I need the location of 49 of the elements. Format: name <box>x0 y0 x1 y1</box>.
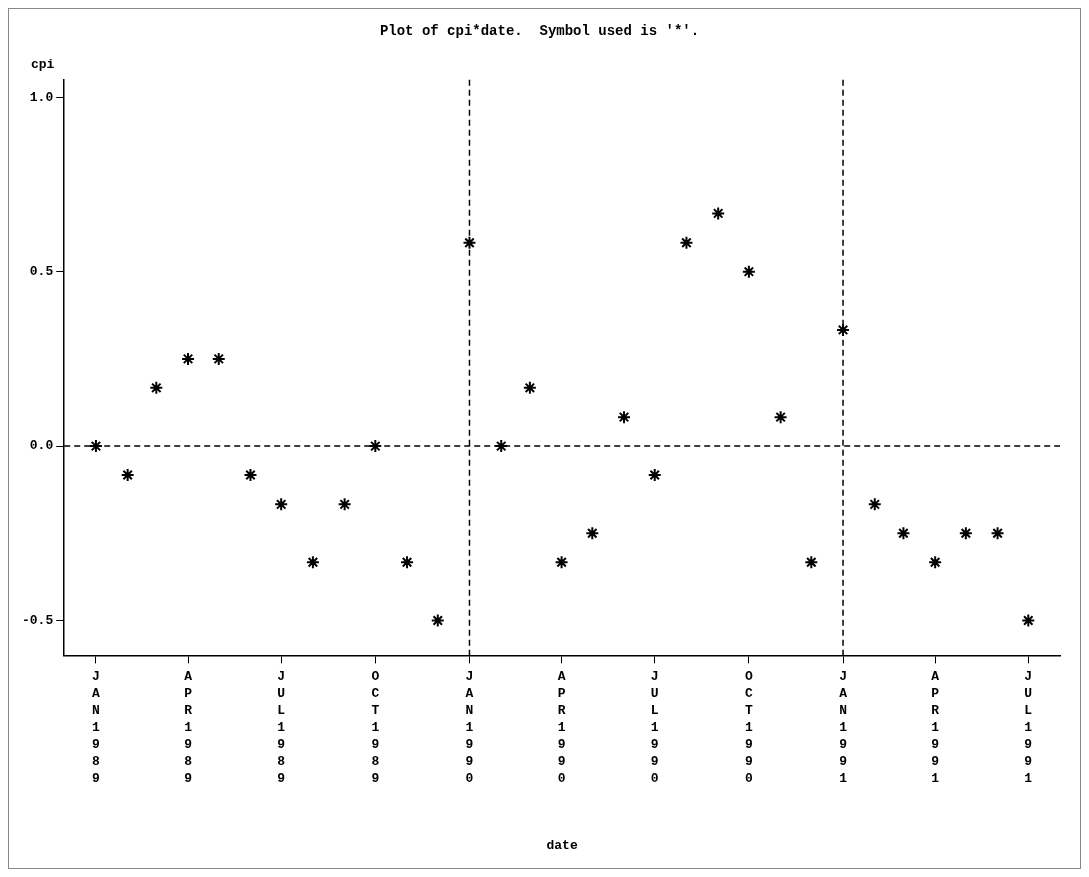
point <box>243 468 258 483</box>
x-tick-label: APR1991 <box>927 669 943 789</box>
y-tick-label: 0.5 <box>29 263 54 279</box>
point <box>1021 613 1036 628</box>
x-tick-label: APR1989 <box>180 669 196 789</box>
point <box>679 235 694 250</box>
point <box>928 555 943 570</box>
x-tick-label: OCT1990 <box>741 669 757 789</box>
point <box>462 235 477 250</box>
point <box>647 468 662 483</box>
point <box>522 380 537 395</box>
point <box>867 497 882 512</box>
y-axis-title: cpi <box>31 57 55 72</box>
point <box>494 439 509 454</box>
point <box>836 322 851 337</box>
point <box>896 526 911 541</box>
point <box>585 526 600 541</box>
point <box>305 555 320 570</box>
x-tick-label: JUL1989 <box>273 669 289 789</box>
point <box>400 555 415 570</box>
y-tick-label: 0.0 <box>29 438 54 454</box>
point <box>368 439 383 454</box>
point <box>149 380 164 395</box>
point <box>211 351 226 366</box>
point <box>120 468 135 483</box>
point <box>804 555 819 570</box>
chart-title: Plot of cpi*date. Symbol used is '*'. <box>379 22 700 39</box>
x-tick-label: JAN1990 <box>461 669 477 789</box>
point <box>88 439 103 454</box>
point <box>181 351 196 366</box>
point <box>958 526 973 541</box>
point <box>617 410 632 425</box>
x-axis-title: date <box>546 838 578 854</box>
y-tick-label: 1.0 <box>29 89 54 105</box>
point <box>711 206 726 221</box>
point <box>773 410 788 425</box>
point <box>337 497 352 512</box>
point <box>741 264 756 279</box>
point <box>430 613 445 628</box>
y-tick-label: -0.5 <box>21 612 54 628</box>
x-tick-label: APR1990 <box>554 669 570 789</box>
x-tick-label: JAN1989 <box>88 669 104 789</box>
x-tick-label: JUL1991 <box>1020 669 1036 789</box>
point <box>274 497 289 512</box>
x-tick-label: JUL1990 <box>647 669 663 789</box>
x-tick-label: JAN1991 <box>835 669 851 789</box>
x-tick-label: OCT1989 <box>367 669 383 789</box>
point <box>990 526 1005 541</box>
point <box>554 555 569 570</box>
